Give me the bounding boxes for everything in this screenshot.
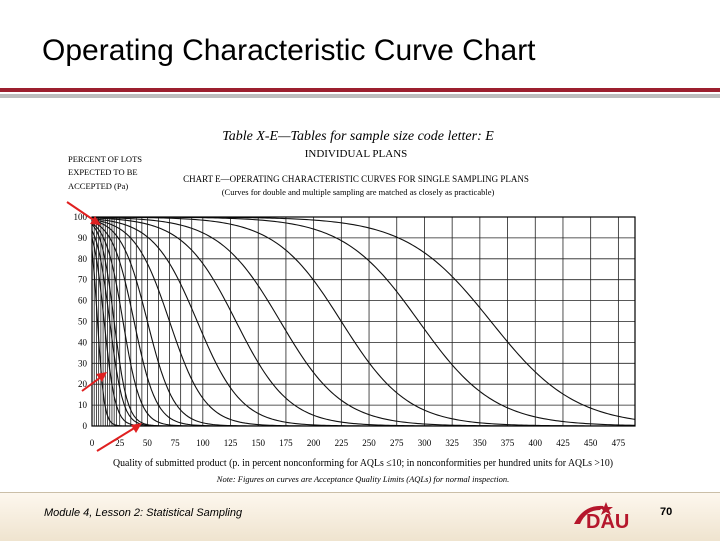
y-tick-label: 100	[74, 212, 88, 222]
oc-chart-figure: Table X-E—Tables for sample size code le…	[66, 129, 636, 484]
x-tick-label: 100	[196, 438, 210, 448]
dau-logo-text: DAU	[586, 511, 629, 530]
x-tick-label: 0	[90, 438, 95, 448]
y-tick-label: 40	[78, 337, 88, 347]
footer-band	[0, 492, 720, 541]
chart-subtitle: (Curves for double and multiple sampling…	[222, 187, 495, 197]
y-tick-label: 60	[78, 296, 88, 306]
x-tick-label: 475	[612, 438, 626, 448]
x-tick-label: 350	[473, 438, 487, 448]
x-tick-label: 200	[307, 438, 321, 448]
y-tick-label: 0	[83, 421, 88, 431]
x-axis-label: Quality of submitted product (p. in perc…	[113, 458, 613, 469]
x-tick-label: 400	[529, 438, 543, 448]
x-tick-label: 75	[171, 438, 181, 448]
ylabel-line-2: EXPECTED TO BE	[68, 167, 138, 177]
chart-grid	[92, 216, 635, 427]
oc-curve-8	[91, 218, 635, 427]
x-tick-label: 300	[418, 438, 432, 448]
ylabel-line-1: PERCENT OF LOTS	[68, 154, 142, 164]
y-tick-label: 50	[78, 317, 88, 327]
x-tick-label: 50	[143, 438, 153, 448]
ylabel-line-3: ACCEPTED (Pa)	[68, 181, 128, 191]
x-tick-label: 325	[445, 438, 459, 448]
red-arrow-middle	[81, 372, 107, 392]
x-tick-label: 150	[251, 438, 265, 448]
oc-curve-13	[92, 216, 636, 420]
red-arrow-top	[66, 201, 101, 225]
chart-axis-ticks: 0 25 50 75 100 125 150 175 200 225 250 275 300 325 350…	[74, 212, 626, 448]
chart-title: CHART E—OPERATING CHARACTERISTIC CURVES …	[183, 174, 529, 184]
x-tick-label: 275	[390, 438, 404, 448]
plans-title: INDIVIDUAL PLANS	[305, 148, 408, 160]
title-rule-gray	[0, 94, 720, 98]
dau-logo: DAU	[574, 502, 629, 530]
x-tick-label: 225	[335, 438, 349, 448]
oc-curve-4	[91, 222, 635, 427]
oc-curve-3	[91, 223, 635, 427]
x-tick-label: 175	[279, 438, 293, 448]
footer-module-text: Module 4, Lesson 2: Statistical Sampling	[44, 507, 243, 519]
oc-curve-5	[91, 221, 635, 427]
x-tick-label: 25	[115, 438, 125, 448]
oc-curve-7	[91, 219, 635, 427]
y-tick-label: 10	[78, 400, 88, 410]
oc-curve-2	[91, 230, 635, 427]
x-tick-label: 450	[584, 438, 598, 448]
x-tick-label: 375	[501, 438, 515, 448]
y-tick-label: 80	[78, 254, 88, 264]
x-tick-label: 125	[224, 438, 238, 448]
plot-frame	[91, 216, 636, 427]
y-tick-label: 30	[78, 358, 88, 368]
y-tick-label: 90	[78, 233, 88, 243]
y-tick-label: 20	[78, 379, 88, 389]
y-tick-label: 70	[78, 275, 88, 285]
chart-note: Note: Figures on curves are Acceptance Q…	[216, 474, 509, 484]
x-tick-label: 425	[556, 438, 570, 448]
oc-curve-9	[91, 217, 635, 427]
red-arrow-bottom	[96, 423, 142, 452]
oc-curve-6	[91, 219, 635, 427]
table-title: Table X-E—Tables for sample size code le…	[222, 129, 494, 144]
page-number: 70	[660, 506, 673, 518]
x-tick-label: 250	[362, 438, 376, 448]
slide-title: Operating Characteristic Curve Chart	[42, 34, 536, 67]
title-rule-red	[0, 88, 720, 92]
